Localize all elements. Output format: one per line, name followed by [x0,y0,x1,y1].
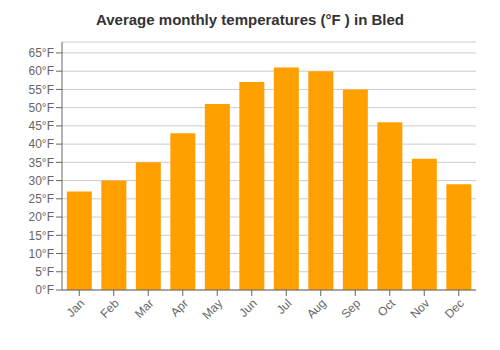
svg-text:40°F: 40°F [29,137,54,151]
svg-text:Oct: Oct [375,296,399,320]
svg-text:45°F: 45°F [29,119,54,133]
svg-text:65°F: 65°F [29,46,54,60]
svg-text:Dec: Dec [442,296,467,321]
svg-text:35°F: 35°F [29,156,54,170]
svg-text:5°F: 5°F [35,265,54,279]
svg-text:Nov: Nov [407,296,432,321]
svg-text:10°F: 10°F [29,247,54,261]
svg-text:Mar: Mar [132,296,157,321]
svg-text:50°F: 50°F [29,101,54,115]
svg-text:Jun: Jun [236,296,260,320]
svg-text:Jul: Jul [274,296,295,317]
html-text:Average monthly temperatures (: Average monthly temperatures (°F ) in Bl… [96,11,404,28]
svg-text:25°F: 25°F [29,192,54,206]
svg-text:55°F: 55°F [29,83,54,97]
svg-text:May: May [199,296,225,322]
svg-text:Apr: Apr [168,296,191,319]
svg-text:Aug: Aug [304,296,329,321]
svg-text:Feb: Feb [97,296,122,321]
svg-text:20°F: 20°F [29,210,54,224]
svg-text:15°F: 15°F [29,229,54,243]
svg-text:30°F: 30°F [29,174,54,188]
svg-text:Jan: Jan [64,296,88,320]
svg-text:60°F: 60°F [29,64,54,78]
svg-text:Sep: Sep [338,296,363,321]
svg-text:0°F: 0°F [35,283,54,297]
